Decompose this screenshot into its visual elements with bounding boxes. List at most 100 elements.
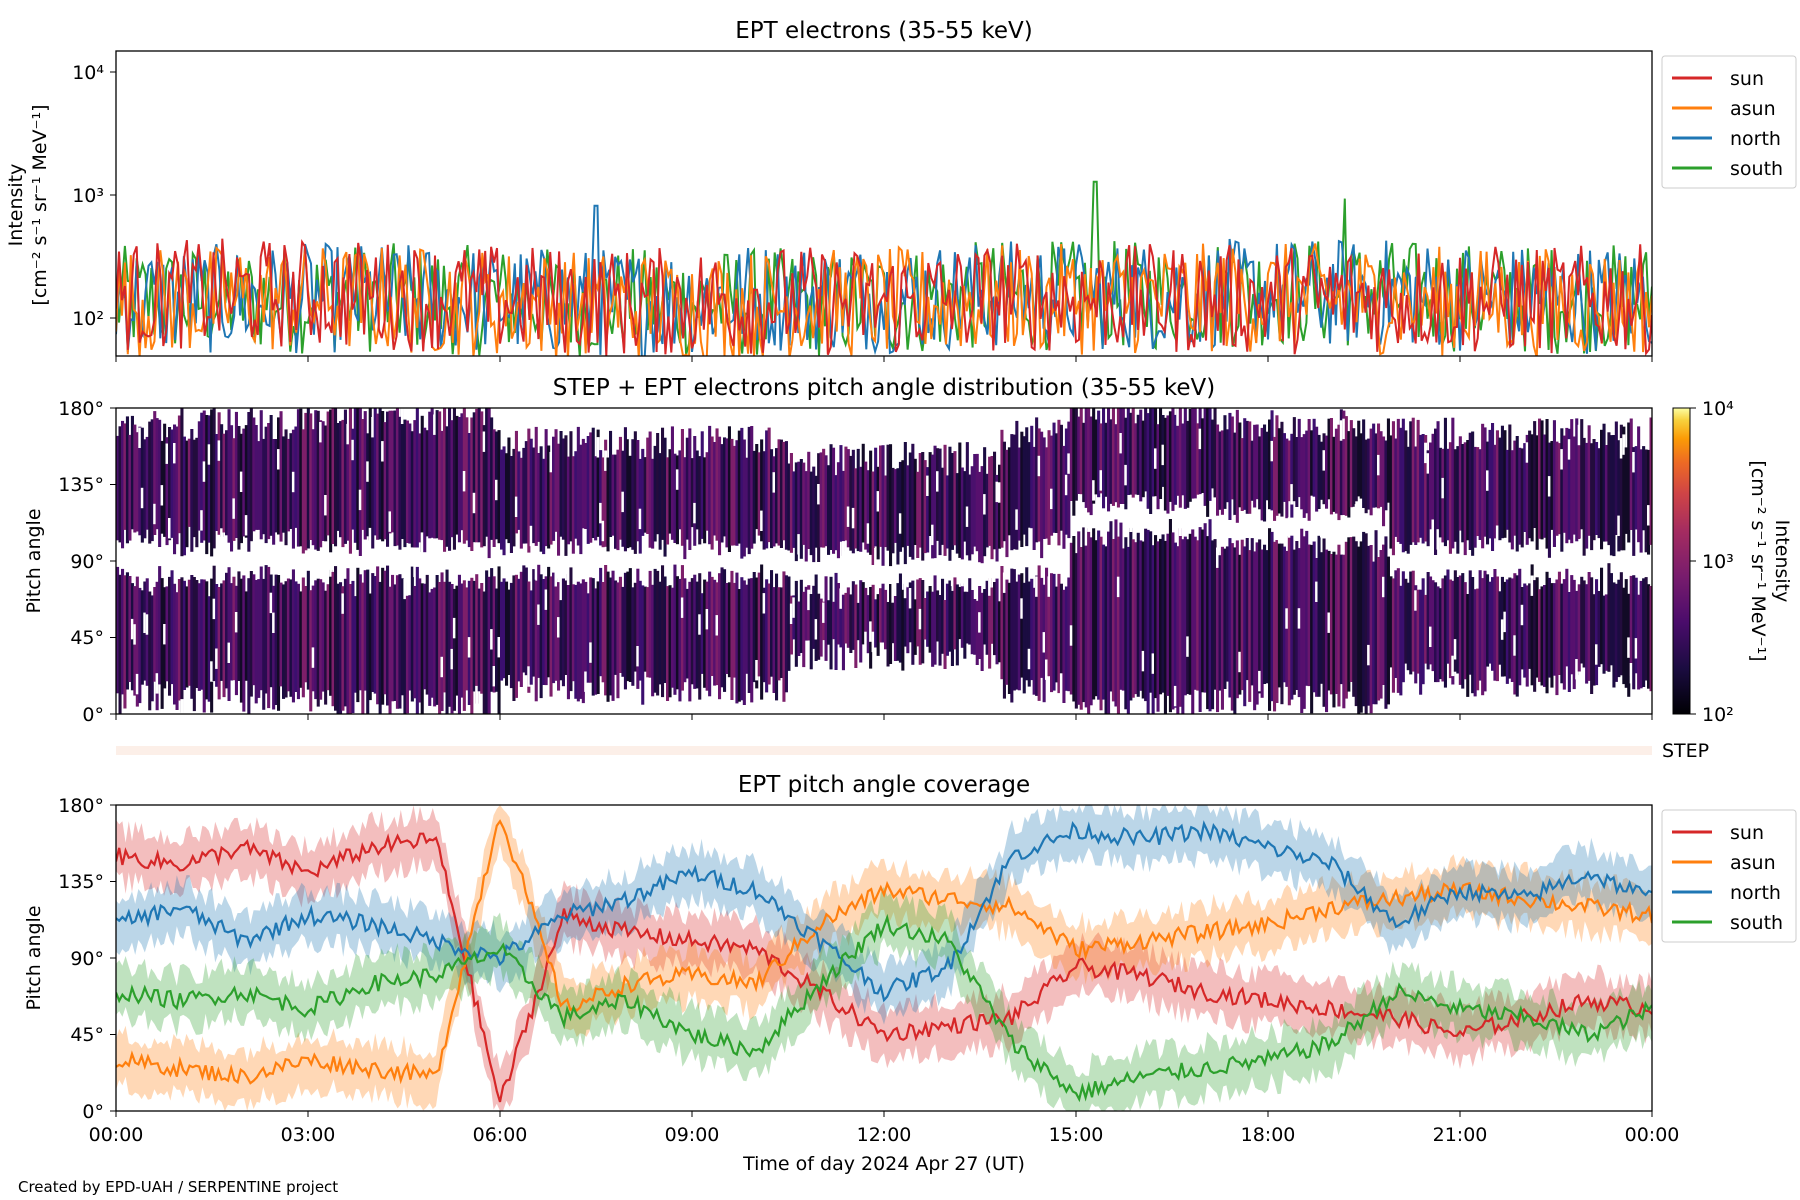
- pad-cell: [1030, 425, 1034, 529]
- pad-gap: [1025, 546, 1029, 568]
- pad-cell: [596, 581, 600, 694]
- pad-cell: [1307, 419, 1311, 521]
- pad-cell: [430, 408, 434, 538]
- pad-cell: [1282, 433, 1286, 502]
- pad-cell: [1377, 557, 1381, 701]
- pad-cell: [817, 593, 821, 660]
- pad-cell: [985, 580, 989, 655]
- pad-cell: [591, 578, 595, 696]
- pad-cell: [395, 575, 399, 709]
- pad-gap: [1354, 504, 1358, 525]
- pad-cell: [542, 579, 546, 685]
- pad-cell: [1111, 539, 1115, 702]
- pad-panel-title: STEP + EPT electrons pitch angle distrib…: [553, 375, 1215, 401]
- pad-cell: [450, 420, 454, 538]
- pad-cell: [386, 565, 390, 706]
- pad-cell: [1203, 408, 1207, 506]
- pad-cell: [1173, 542, 1177, 708]
- pad-gap: [1315, 581, 1319, 602]
- pad-cell: [1072, 408, 1076, 516]
- pad-cell: [794, 462, 798, 562]
- pad-cell: [988, 578, 992, 669]
- pad-gap: [324, 495, 328, 516]
- pad-cell: [202, 579, 206, 713]
- coverage-band-asun: [116, 805, 1652, 1111]
- pad-cell: [1017, 574, 1021, 691]
- pad-cell: [1181, 423, 1185, 496]
- pad-cell: [1486, 441, 1490, 545]
- pad-cell: [1235, 540, 1239, 699]
- pad-gap: [1035, 576, 1039, 597]
- coverage-ytick-label: 90°: [70, 948, 104, 970]
- pad-cell: [1595, 579, 1599, 686]
- pad-cell: [750, 426, 754, 549]
- pad-gap: [844, 551, 848, 572]
- pad-cell: [1644, 577, 1648, 681]
- pad-gap: [215, 648, 219, 669]
- pad-cell: [391, 410, 395, 533]
- pad-cell: [1505, 449, 1509, 530]
- pad-cell: [879, 445, 883, 547]
- pad-cell: [1124, 537, 1128, 710]
- pad-cell: [856, 602, 860, 641]
- pad-cell: [368, 408, 372, 541]
- pad-cell: [988, 456, 992, 546]
- pad-cell: [1456, 577, 1460, 674]
- pad-cell: [1064, 586, 1068, 691]
- pad-cell: [1206, 536, 1210, 710]
- pad-cell: [710, 436, 714, 550]
- pad-gap: [638, 508, 642, 530]
- pad-cell: [366, 569, 370, 714]
- pad-cell: [849, 594, 853, 653]
- pad-cell: [388, 586, 392, 714]
- pad-cell: [1000, 566, 1004, 680]
- pad-cell: [1302, 536, 1306, 709]
- colorbar-tick-label: 10²: [1702, 704, 1734, 726]
- pad-cell: [1587, 572, 1591, 681]
- pad-cell: [779, 587, 783, 678]
- pad-gap: [554, 566, 558, 587]
- pad-cell: [1535, 435, 1539, 550]
- legend-entry-south: south: [1672, 912, 1783, 934]
- pad-cell: [170, 570, 174, 685]
- pad-cell: [1027, 581, 1031, 687]
- pad-cell: [286, 438, 290, 532]
- pad-gap: [329, 556, 333, 577]
- pad-cell: [876, 466, 880, 560]
- pad-cell: [343, 409, 347, 544]
- pad-cell: [1533, 421, 1537, 528]
- pad-cell: [938, 595, 942, 666]
- pad-cell: [861, 582, 865, 645]
- pad-cell: [1602, 423, 1606, 542]
- pad-cell: [1327, 418, 1331, 500]
- pad-cell: [913, 458, 917, 545]
- pad-gap: [936, 471, 940, 492]
- intensity-ylabel-units: [cm⁻² s⁻¹ sr⁻¹ MeV⁻¹]: [29, 104, 51, 305]
- pad-gap: [995, 481, 999, 503]
- pad-cell: [812, 585, 816, 649]
- pad-cell: [1077, 416, 1081, 494]
- pad-cell: [524, 441, 528, 544]
- pad-cell: [1260, 549, 1264, 698]
- pad-cell: [945, 475, 949, 549]
- pad-cell: [1401, 418, 1405, 553]
- intensity-panel: EPT electrons (35-55 keV) 10⁴ 10³ 10² In…: [5, 18, 1797, 720]
- pad-cell: [1094, 540, 1098, 697]
- pad-cell: [1107, 408, 1111, 512]
- pad-cell: [589, 577, 593, 683]
- pad-cell: [569, 567, 573, 692]
- pad-cell: [547, 445, 551, 549]
- pad-cell: [1604, 594, 1608, 671]
- pad-cell: [408, 423, 412, 544]
- pad-cell: [604, 565, 608, 696]
- pad-cell: [1186, 420, 1190, 508]
- pad-cell: [804, 471, 808, 562]
- pad-cell: [1154, 535, 1158, 699]
- pad-cell: [230, 583, 234, 681]
- pad-cell: [1557, 443, 1561, 535]
- pad-cell: [1508, 577, 1512, 679]
- pad-gap: [1287, 517, 1291, 538]
- pad-cell: [262, 438, 266, 535]
- pad-cell: [1540, 586, 1544, 686]
- coverage-ytick-label: 45°: [70, 1024, 104, 1046]
